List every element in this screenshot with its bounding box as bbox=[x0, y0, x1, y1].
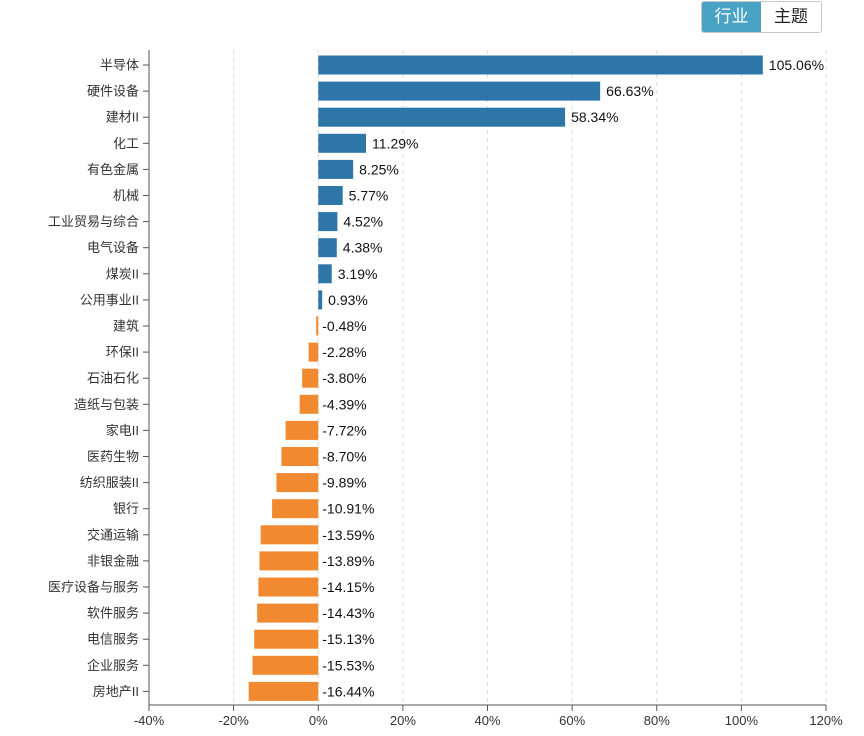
category-label: 纺织服装II bbox=[80, 475, 139, 490]
bar bbox=[259, 551, 319, 571]
value-label: 3.19% bbox=[338, 266, 378, 282]
value-label: -15.53% bbox=[322, 657, 374, 673]
category-label: 煤炭II bbox=[106, 266, 139, 281]
bar bbox=[302, 368, 319, 388]
value-label: 4.38% bbox=[343, 240, 383, 256]
x-tick-label: 0% bbox=[309, 713, 328, 728]
value-label: -3.80% bbox=[322, 370, 366, 386]
category-label: 家电II bbox=[106, 423, 139, 438]
bar bbox=[285, 420, 319, 440]
value-label: 58.34% bbox=[571, 109, 618, 125]
value-label: -2.28% bbox=[322, 344, 366, 360]
x-tick-label: 80% bbox=[644, 713, 670, 728]
category-label: 机械 bbox=[113, 188, 139, 203]
x-tick-label: 100% bbox=[725, 713, 759, 728]
category-label: 医药生物 bbox=[87, 449, 139, 464]
category-label: 建筑 bbox=[113, 319, 139, 334]
value-label: 5.77% bbox=[349, 188, 389, 204]
value-label: -4.39% bbox=[322, 396, 366, 412]
category-label: 电气设备 bbox=[87, 240, 139, 255]
bar bbox=[318, 133, 367, 153]
value-label: -0.48% bbox=[322, 318, 366, 334]
bar bbox=[308, 342, 319, 362]
bar bbox=[318, 290, 323, 310]
bar bbox=[276, 473, 319, 493]
bar bbox=[318, 107, 566, 127]
tab-industry[interactable]: 行业 bbox=[702, 2, 761, 32]
category-label: 软件服务 bbox=[87, 606, 139, 621]
category-label: 环保II bbox=[106, 345, 139, 360]
category-label: 电信服务 bbox=[87, 632, 139, 647]
value-label: -8.70% bbox=[322, 449, 366, 465]
bar bbox=[318, 55, 763, 75]
category-label: 银行 bbox=[113, 501, 139, 516]
bar bbox=[318, 238, 337, 258]
value-label: -10.91% bbox=[322, 501, 374, 517]
category-label: 非银金融 bbox=[87, 553, 139, 568]
bar bbox=[281, 447, 319, 466]
value-label: -14.43% bbox=[322, 605, 374, 621]
category-label: 企业服务 bbox=[87, 658, 139, 673]
value-label: 0.93% bbox=[328, 292, 368, 308]
x-tick-label: -40% bbox=[134, 713, 165, 728]
bar bbox=[318, 159, 354, 179]
category-label: 有色金属 bbox=[87, 162, 139, 177]
bar bbox=[254, 629, 319, 649]
x-tick-label: -20% bbox=[218, 713, 249, 728]
category-label: 半导体 bbox=[100, 58, 139, 73]
bar bbox=[252, 655, 319, 675]
category-label: 公用事业II bbox=[80, 292, 139, 307]
value-label: -15.13% bbox=[322, 631, 374, 647]
value-label: 105.06% bbox=[769, 57, 824, 73]
bar bbox=[257, 603, 319, 623]
x-tick-label: 60% bbox=[559, 713, 585, 728]
view-toggle: 行业 主题 bbox=[701, 1, 822, 33]
value-label: -14.15% bbox=[322, 579, 374, 595]
category-label: 医疗设备与服务 bbox=[48, 580, 139, 595]
value-label: -7.72% bbox=[322, 422, 366, 438]
bar bbox=[299, 394, 319, 414]
value-label: 66.63% bbox=[606, 83, 653, 99]
category-label: 硬件设备 bbox=[87, 84, 139, 99]
x-tick-label: 40% bbox=[474, 713, 500, 728]
bar bbox=[248, 681, 319, 701]
bar bbox=[318, 264, 332, 284]
category-label: 工业贸易与综合 bbox=[48, 214, 139, 229]
x-tick-label: 20% bbox=[390, 713, 416, 728]
bar bbox=[272, 499, 319, 519]
bar bbox=[258, 577, 319, 597]
category-label: 房地产II bbox=[93, 684, 139, 699]
value-label: 11.29% bbox=[372, 135, 418, 151]
category-label: 造纸与包装 bbox=[74, 397, 139, 412]
value-label: 4.52% bbox=[343, 214, 383, 230]
value-label: -9.89% bbox=[322, 475, 366, 491]
bar bbox=[318, 212, 338, 232]
value-label: -13.89% bbox=[322, 553, 374, 569]
bar bbox=[260, 525, 319, 545]
bar bbox=[318, 81, 601, 101]
bar bbox=[316, 316, 319, 336]
value-label: 8.25% bbox=[359, 161, 399, 177]
category-label: 化工 bbox=[113, 136, 139, 151]
value-label: -13.59% bbox=[322, 527, 374, 543]
x-tick-label: 120% bbox=[809, 713, 843, 728]
bar bbox=[318, 186, 343, 205]
category-label: 交通运输 bbox=[87, 527, 139, 542]
category-label: 石油石化 bbox=[87, 371, 139, 386]
tab-theme[interactable]: 主题 bbox=[761, 2, 821, 32]
category-label: 建材II bbox=[106, 110, 139, 125]
value-label: -16.44% bbox=[322, 683, 374, 699]
